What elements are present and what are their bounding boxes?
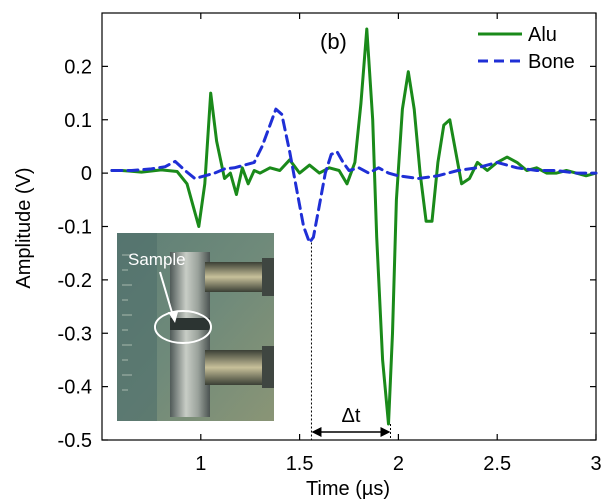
annotation-layer: Δt bbox=[310, 242, 391, 440]
y-axis-title: Amplitude (V) bbox=[13, 167, 35, 288]
y-tick-label: 0 bbox=[81, 163, 92, 185]
y-tick-label: -0.2 bbox=[58, 270, 92, 292]
x-axis-title: Time (µs) bbox=[306, 478, 390, 500]
y-tick-label: -0.3 bbox=[58, 323, 92, 345]
x-tick-label: 2.5 bbox=[483, 453, 511, 475]
x-tick-label: 2 bbox=[393, 453, 404, 475]
legend-bone-label: Bone bbox=[528, 51, 575, 73]
sample-arrow bbox=[159, 271, 174, 317]
y-tick-label: 0.2 bbox=[64, 56, 92, 78]
panel-label: (b) bbox=[320, 29, 347, 54]
delta-arrowhead-right bbox=[380, 427, 391, 437]
sample-photo-inset: Sample bbox=[117, 233, 274, 421]
series-layer bbox=[110, 27, 598, 426]
delta-arrowhead-left bbox=[311, 427, 322, 437]
series-line-bone bbox=[110, 107, 598, 244]
axis-tick-labels: 1 1.5 2 2.5 3 0.2 0.1 0 -0.1 -0.2 -0.3 -0.4 -0.5 bbox=[58, 56, 602, 475]
axis-ticks bbox=[102, 13, 597, 441]
delta-t-label: Δt bbox=[342, 405, 361, 427]
sample-label: Sample bbox=[128, 250, 186, 269]
y-tick-label: 0.1 bbox=[64, 110, 92, 132]
legend: Alu Bone bbox=[478, 24, 575, 73]
y-tick-label: -0.5 bbox=[58, 430, 92, 452]
x-tick-label: 1 bbox=[195, 453, 206, 475]
x-tick-label: 1.5 bbox=[286, 453, 314, 475]
legend-alu-label: Alu bbox=[528, 24, 557, 46]
sample-circle bbox=[154, 310, 212, 344]
y-tick-label: -0.1 bbox=[58, 217, 92, 239]
x-tick-label: 3 bbox=[590, 453, 601, 475]
y-tick-label: -0.4 bbox=[58, 377, 92, 399]
